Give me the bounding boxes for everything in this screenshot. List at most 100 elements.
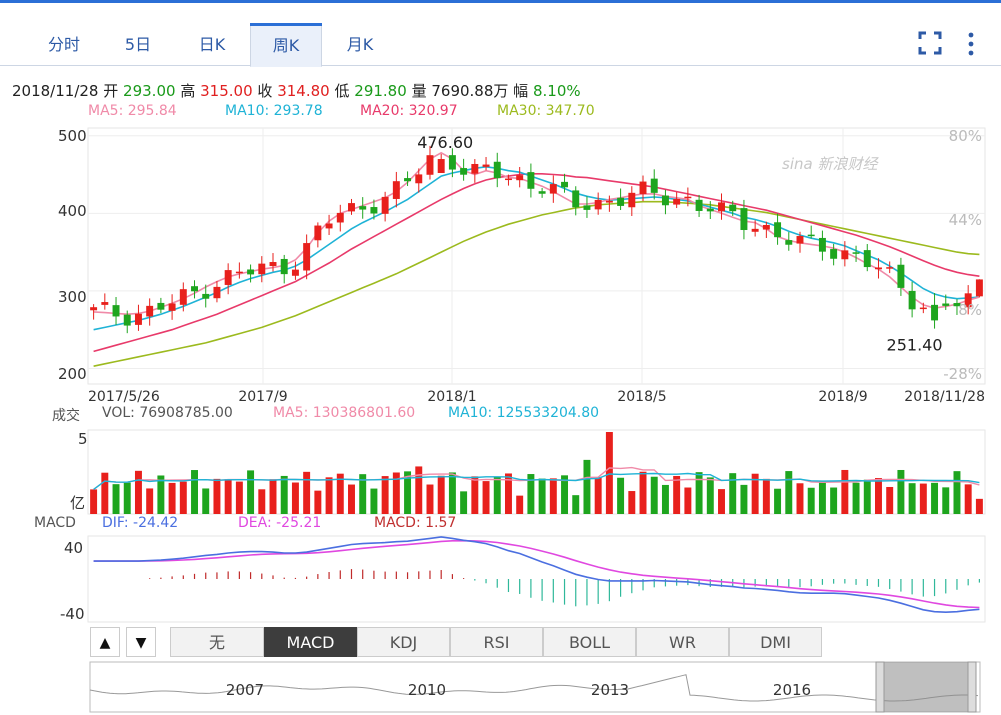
watermark: sina 新浪财经 bbox=[782, 153, 877, 174]
volume-bar bbox=[740, 484, 748, 514]
candle-body bbox=[123, 314, 131, 326]
volume-label: 量 bbox=[411, 82, 427, 100]
candle-body bbox=[583, 205, 591, 210]
volume-bar bbox=[617, 477, 625, 514]
candle-body bbox=[661, 195, 669, 206]
indicator-wr-button[interactable]: WR bbox=[636, 627, 729, 657]
volume-bar bbox=[818, 480, 826, 514]
volume-bar bbox=[785, 471, 793, 514]
candle-body bbox=[628, 192, 636, 208]
volume-bar bbox=[661, 484, 669, 514]
candle-body bbox=[572, 190, 580, 208]
candle-body bbox=[639, 181, 647, 195]
volume-bar bbox=[280, 475, 288, 514]
volume-bar bbox=[168, 482, 176, 514]
candle-body bbox=[471, 163, 479, 174]
indicator-none-button[interactable]: 无 bbox=[170, 627, 264, 657]
high-value: 315.00 bbox=[200, 82, 253, 100]
candle-body bbox=[729, 204, 737, 212]
y-tick-label: 500 bbox=[58, 127, 87, 145]
macd-frame bbox=[87, 535, 986, 623]
candle-body bbox=[650, 178, 658, 193]
fullscreen-icon[interactable] bbox=[918, 31, 942, 60]
quote-date: 2018/11/28 bbox=[12, 82, 99, 100]
candle-body bbox=[796, 236, 804, 244]
volume-bar bbox=[572, 495, 580, 514]
x-tick-label: 2018/5 bbox=[617, 389, 666, 405]
candle-body bbox=[875, 267, 882, 270]
candle-body bbox=[718, 202, 725, 212]
volume-bar bbox=[191, 470, 198, 514]
candle-body bbox=[774, 222, 782, 238]
volume-bar bbox=[718, 489, 725, 514]
candle-body bbox=[146, 305, 154, 317]
tab-intraday[interactable]: 分时 bbox=[47, 35, 80, 54]
volume-ma10: MA10: 125533204.80 bbox=[448, 405, 600, 421]
more-vertical-icon[interactable] bbox=[966, 31, 976, 62]
volume-bar bbox=[101, 472, 109, 514]
volume-bar bbox=[875, 478, 882, 514]
indicator-rsi-button[interactable]: RSI bbox=[450, 627, 543, 657]
candle-body bbox=[392, 181, 400, 199]
tab-weekly-k[interactable]: 周K bbox=[250, 23, 322, 67]
candle-body bbox=[370, 207, 378, 214]
volume-bar bbox=[448, 472, 456, 514]
volume-bar bbox=[392, 472, 400, 514]
candle-body bbox=[404, 178, 412, 182]
range-navigator[interactable]: 2007 2010 2013 2016 bbox=[0, 660, 1001, 715]
candle-body bbox=[280, 258, 288, 275]
y-tick-label: 300 bbox=[58, 288, 87, 306]
ma30-line bbox=[93, 200, 980, 367]
volume-bar bbox=[605, 432, 613, 514]
volume-unit-label: 亿 bbox=[70, 494, 85, 512]
scroll-down-button[interactable]: ▼ bbox=[126, 627, 156, 657]
candle-body bbox=[112, 305, 120, 317]
volume-bar bbox=[493, 476, 501, 514]
volume-bar bbox=[314, 490, 322, 514]
candlestick-chart[interactable]: 500 400 300 200 80% 44% 8% -28% 2017/5/26 2017/9 2… bbox=[0, 122, 1001, 422]
tab-monthly-k[interactable]: 月K bbox=[346, 35, 374, 54]
change-label: 幅 bbox=[513, 82, 529, 100]
volume-bar bbox=[134, 470, 142, 514]
candle-body bbox=[908, 290, 916, 310]
volume-bar bbox=[807, 487, 815, 514]
x-tick-label: 2018/11/28 bbox=[904, 389, 985, 405]
candle-body bbox=[348, 203, 355, 212]
volume-bar bbox=[247, 470, 255, 514]
indicator-macd-button[interactable]: MACD bbox=[264, 627, 357, 657]
candle-body bbox=[90, 307, 98, 311]
tab-daily-k[interactable]: 日K bbox=[198, 35, 226, 54]
candle-body bbox=[841, 250, 849, 260]
volume-bar bbox=[202, 488, 210, 514]
high-label: 高 bbox=[180, 82, 196, 100]
volume-bar bbox=[123, 482, 131, 514]
volume-bar bbox=[437, 475, 445, 514]
indicator-boll-button[interactable]: BOLL bbox=[543, 627, 636, 657]
volume-bar bbox=[942, 487, 950, 514]
candle-body bbox=[807, 234, 815, 237]
volume-vol: VOL: 76908785.00 bbox=[102, 405, 233, 421]
candle-body bbox=[975, 279, 983, 297]
dea-line bbox=[93, 539, 980, 609]
volume-bar bbox=[919, 483, 927, 514]
sina-logo: sina bbox=[782, 155, 813, 173]
volume-bar bbox=[336, 473, 344, 514]
indicator-dmi-button[interactable]: DMI bbox=[729, 627, 822, 657]
candle-body bbox=[785, 240, 793, 245]
candle-body bbox=[314, 225, 322, 241]
candle-body bbox=[336, 212, 344, 223]
volume-bar bbox=[549, 478, 557, 514]
navigator-left-handle bbox=[875, 661, 885, 713]
navigator-year-label: 2007 bbox=[226, 681, 264, 699]
candle-body bbox=[381, 196, 389, 214]
candle-body bbox=[460, 168, 468, 175]
volume-bar bbox=[381, 476, 389, 514]
candle-body bbox=[706, 208, 714, 212]
scroll-up-button[interactable]: ▲ bbox=[90, 627, 120, 657]
volume-bar bbox=[325, 477, 333, 514]
tab-5day[interactable]: 5日 bbox=[124, 35, 152, 54]
candle-body bbox=[213, 286, 221, 299]
indicator-kdj-button[interactable]: KDJ bbox=[357, 627, 450, 657]
y-tick-label: 400 bbox=[58, 202, 87, 220]
volume-bar bbox=[516, 495, 524, 514]
